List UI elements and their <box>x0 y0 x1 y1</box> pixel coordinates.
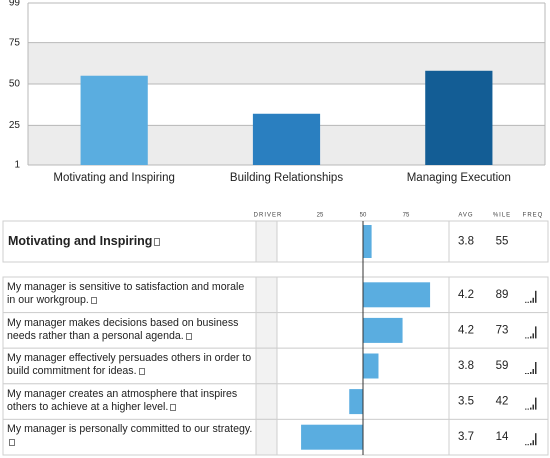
driver-bar <box>363 225 372 258</box>
avg: 4.2 <box>458 289 474 301</box>
driver-bar <box>363 282 431 308</box>
statement: My manager effectively persuades others … <box>7 352 252 378</box>
freq-icon <box>535 290 537 303</box>
statement: My manager is personally committed to ou… <box>7 423 253 436</box>
freq-icon <box>525 373 527 374</box>
doc-icon <box>90 297 97 304</box>
bar <box>425 70 493 165</box>
spacer-cell <box>255 312 278 349</box>
doc-icon <box>185 332 192 340</box>
avg: 3.8 <box>458 360 474 372</box>
freq-icon <box>525 444 527 446</box>
freq-icon <box>525 337 527 339</box>
group-label: Motivating and Inspiring <box>8 234 152 248</box>
driver-bar <box>301 424 363 450</box>
freq-icon <box>530 336 532 339</box>
percentile: 73 <box>496 324 509 336</box>
row-text: My manager effectively persuades others … <box>7 352 253 378</box>
percentile: 42 <box>496 396 509 408</box>
spacer-cell <box>255 383 278 420</box>
spacer-cell <box>255 220 278 263</box>
freq-icon <box>527 444 529 446</box>
freq-icon <box>530 372 532 374</box>
header: DRIVER <box>254 213 283 219</box>
driver-tick-label: 50 <box>360 213 367 219</box>
driver-tick-label: 25 <box>317 213 324 219</box>
avg: 3.7 <box>458 431 474 443</box>
freq-icon <box>532 369 534 374</box>
freq-icon <box>527 301 529 303</box>
avg: 3.8 <box>458 236 474 248</box>
y-tick-label: 50 <box>9 79 21 90</box>
driver-bar <box>363 353 379 379</box>
freq-icon <box>532 333 534 339</box>
y-tick-label: 25 <box>9 120 21 131</box>
bar <box>252 113 321 165</box>
spacer-cell <box>255 276 278 314</box>
percentile: 89 <box>496 289 509 301</box>
avg: 3.5 <box>458 396 474 408</box>
row-text: My manager is sensitive to satisfaction … <box>7 281 253 307</box>
freq-icon <box>535 326 537 339</box>
row-text: My manager makes decisions based on busi… <box>7 317 253 343</box>
doc-icon <box>9 439 15 447</box>
freq-icon <box>535 397 537 410</box>
driver-bar <box>363 317 403 343</box>
doc-icon <box>138 368 145 376</box>
y-tick-label: 99 <box>9 0 21 9</box>
percentile: 14 <box>496 431 509 443</box>
avg: 4.2 <box>458 324 474 336</box>
statement: My manager makes decisions based on busi… <box>7 316 239 342</box>
freq-icon <box>535 362 537 374</box>
freq-icon <box>532 297 534 303</box>
freq-icon <box>525 408 527 410</box>
bar <box>80 75 148 165</box>
freq-icon <box>535 433 537 446</box>
freq-icon <box>527 408 529 410</box>
doc-icon <box>153 238 160 246</box>
percentile: 55 <box>496 236 509 248</box>
statement: My manager creates an atmosphere that in… <box>7 387 238 413</box>
y-tick-label: 1 <box>14 160 20 171</box>
freq-icon <box>525 301 527 303</box>
header: FREQ <box>523 213 544 219</box>
spacer-cell <box>255 347 278 385</box>
doc-icon <box>170 403 177 411</box>
driver-tick-label: 75 <box>403 213 410 219</box>
freq-icon <box>532 440 534 446</box>
freq-icon <box>530 407 532 410</box>
x-tick-label: Motivating and Inspiring <box>53 172 174 184</box>
y-tick-label: 75 <box>9 37 21 48</box>
row-text: My manager creates an atmosphere that in… <box>7 388 253 414</box>
header: %ILE <box>493 213 511 219</box>
freq-icon <box>532 404 534 410</box>
header: AVG <box>458 213 473 219</box>
percentile: 59 <box>496 360 509 372</box>
statement: My manager is sensitive to satisfaction … <box>7 281 245 306</box>
x-tick-label: Building Relationships <box>230 172 343 184</box>
freq-icon <box>527 373 529 374</box>
freq-icon <box>530 443 532 446</box>
row-text: My manager is personally committed to ou… <box>7 423 253 449</box>
x-tick-label: Managing Execution <box>407 172 511 184</box>
freq-icon <box>527 337 529 339</box>
freq-icon <box>530 300 532 303</box>
spacer-cell <box>255 418 278 456</box>
driver-bar <box>349 389 363 415</box>
